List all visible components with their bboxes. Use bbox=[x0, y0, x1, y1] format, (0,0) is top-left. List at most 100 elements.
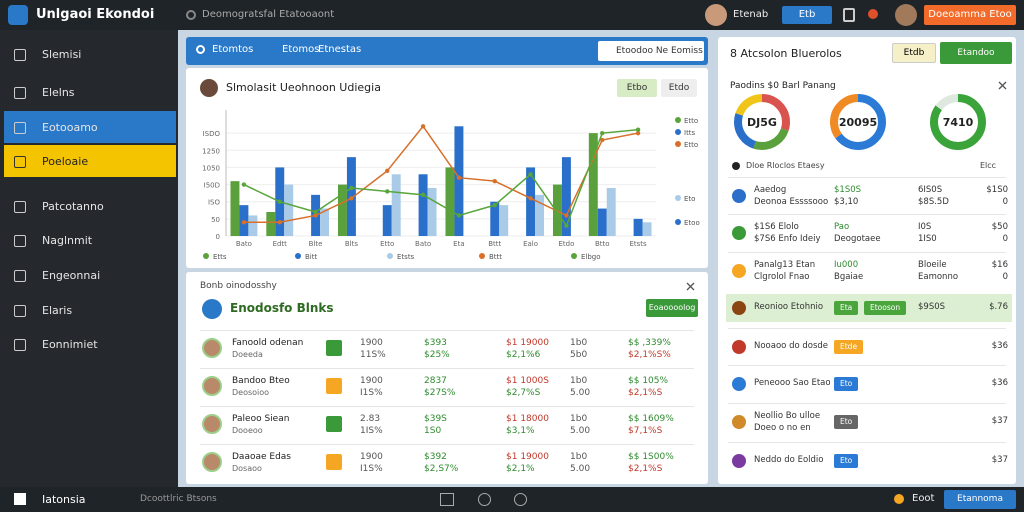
search-icon bbox=[196, 45, 205, 54]
close-icon[interactable] bbox=[686, 282, 695, 291]
row-divider bbox=[200, 368, 694, 369]
nav-icon bbox=[14, 87, 26, 99]
nav-item[interactable]: Naglnmit bbox=[42, 234, 93, 247]
row-divider bbox=[728, 365, 1006, 366]
status-badge bbox=[326, 340, 342, 356]
button[interactable]: Etandoo bbox=[940, 42, 1012, 64]
nav-item[interactable]: Engeonnai bbox=[42, 269, 101, 282]
cell-value: 1b0 bbox=[570, 414, 588, 424]
nav-item[interactable]: Elelns bbox=[42, 86, 75, 99]
icon[interactable] bbox=[843, 8, 855, 22]
cell-value: $$ 1S00% bbox=[628, 452, 674, 462]
legend-swatch bbox=[675, 129, 681, 135]
search-input[interactable]: Deomogratsfal Etatooaont bbox=[202, 9, 335, 20]
line-point bbox=[420, 192, 426, 198]
bar bbox=[588, 133, 598, 236]
x-tick-label: Bato bbox=[236, 240, 252, 248]
legend-label: Bttt bbox=[489, 253, 502, 261]
line-point bbox=[456, 213, 462, 218]
nav-icon bbox=[14, 339, 26, 351]
bar bbox=[320, 208, 330, 236]
search-box[interactable]: Etoodoo Ne Eomiss bbox=[598, 41, 704, 61]
cell-value: $37 bbox=[991, 455, 1008, 465]
icon[interactable] bbox=[478, 493, 491, 506]
y-tick-label: ISDO bbox=[203, 130, 221, 138]
tab[interactable]: Etnestas bbox=[318, 44, 362, 55]
row-sub: Dooeoo bbox=[232, 426, 263, 435]
cell-value: Peneooo Sao Etao bbox=[754, 378, 831, 388]
cell-value: $37 bbox=[991, 416, 1008, 426]
logo bbox=[8, 5, 28, 25]
cell-value: $2,1% bbox=[506, 464, 535, 474]
status: Dcoottlric Btsons bbox=[140, 494, 217, 504]
nav-item[interactable]: Slemisi bbox=[42, 48, 82, 61]
line-point bbox=[313, 209, 318, 215]
button[interactable]: Eoaoooolog bbox=[646, 299, 698, 317]
user-name[interactable]: Eoot bbox=[912, 493, 935, 504]
chart-title: Slmolasit Ueohnoon Udiegia bbox=[226, 81, 381, 94]
user-name[interactable]: Etenab bbox=[733, 9, 769, 20]
dot bbox=[732, 162, 740, 170]
nav-item[interactable]: Patcotanno bbox=[42, 200, 104, 213]
nav-icon bbox=[14, 270, 26, 282]
table-card: Bonb oinodosshy Enodosfo Blnks Eoaoooolo… bbox=[186, 272, 708, 484]
chart: 0 50 ISO I50D 1050 1250 ISDO Bato Edtt Blte Blts Et… bbox=[202, 110, 700, 261]
bar bbox=[633, 218, 643, 236]
cell-value: $25% bbox=[424, 350, 450, 360]
cell-value: Aaedog bbox=[754, 185, 787, 195]
status-dot bbox=[894, 494, 904, 504]
row-divider bbox=[728, 252, 1006, 253]
cell-value: $2,1%6 bbox=[506, 350, 541, 360]
nav-item[interactable]: Eotooamo bbox=[42, 121, 98, 134]
button[interactable]: Etb bbox=[782, 6, 832, 24]
notification[interactable] bbox=[868, 9, 878, 19]
cell-value: Bgaiae bbox=[834, 272, 864, 282]
cell-value: 1IS% bbox=[360, 426, 383, 436]
search-icon bbox=[186, 10, 196, 20]
button[interactable]: Etdb bbox=[892, 43, 936, 63]
app-name: Iatonsia bbox=[42, 493, 86, 506]
nav-item[interactable]: Elaris bbox=[42, 304, 73, 317]
cell-value: $16 bbox=[991, 260, 1008, 270]
cell-value: $50 bbox=[991, 222, 1008, 232]
tab[interactable]: Etomos bbox=[282, 44, 320, 55]
nav-icon bbox=[14, 49, 26, 61]
toolbar: Etomtos Etomos Etnestas Etoodoo Ne Eomis… bbox=[186, 37, 708, 65]
row-divider bbox=[728, 403, 1006, 404]
line-point bbox=[277, 220, 282, 225]
top-bar: Unlgaoi Ekondoi Deomogratsfal Etatooaont… bbox=[0, 0, 1024, 30]
button[interactable]: Etdo bbox=[661, 79, 697, 97]
row-name: Daaoae Edas bbox=[232, 452, 291, 462]
line-point bbox=[420, 124, 426, 129]
icon[interactable] bbox=[514, 493, 527, 506]
avatar bbox=[895, 4, 917, 26]
legend-swatch bbox=[387, 253, 393, 259]
y-tick-label: 1250 bbox=[202, 147, 220, 155]
bar bbox=[382, 205, 392, 236]
cell-value: 0 bbox=[1002, 272, 1008, 282]
cell-value: $2,1%S% bbox=[628, 350, 671, 360]
close-icon[interactable] bbox=[998, 81, 1007, 90]
row-icon bbox=[732, 377, 746, 391]
bar bbox=[454, 126, 464, 236]
row-sub: Deosoioo bbox=[232, 388, 270, 397]
button[interactable]: Etannoma bbox=[944, 490, 1016, 509]
nav-icon bbox=[14, 201, 26, 213]
legend-swatch bbox=[675, 219, 681, 225]
icon[interactable] bbox=[440, 493, 454, 506]
badge: Eto bbox=[834, 454, 859, 468]
legend-swatch bbox=[571, 253, 577, 259]
section-link[interactable]: Elcc bbox=[980, 161, 997, 170]
cell-value: 1900 bbox=[360, 338, 383, 348]
tab[interactable]: Etomtos bbox=[212, 44, 254, 55]
nav-item[interactable]: Eonnimiet bbox=[42, 338, 98, 351]
row-divider bbox=[200, 406, 694, 407]
legend-label: Etts bbox=[213, 253, 227, 261]
cell-value: $1 19000 bbox=[506, 338, 549, 348]
button[interactable]: Etbo bbox=[617, 79, 657, 97]
action-button[interactable]: Doeoamma Etoo bbox=[924, 5, 1016, 25]
cell-value: 6IS0S bbox=[918, 185, 943, 195]
nav-item[interactable]: Poeloaie bbox=[42, 155, 89, 168]
x-tick-label: Etdo bbox=[558, 240, 574, 248]
